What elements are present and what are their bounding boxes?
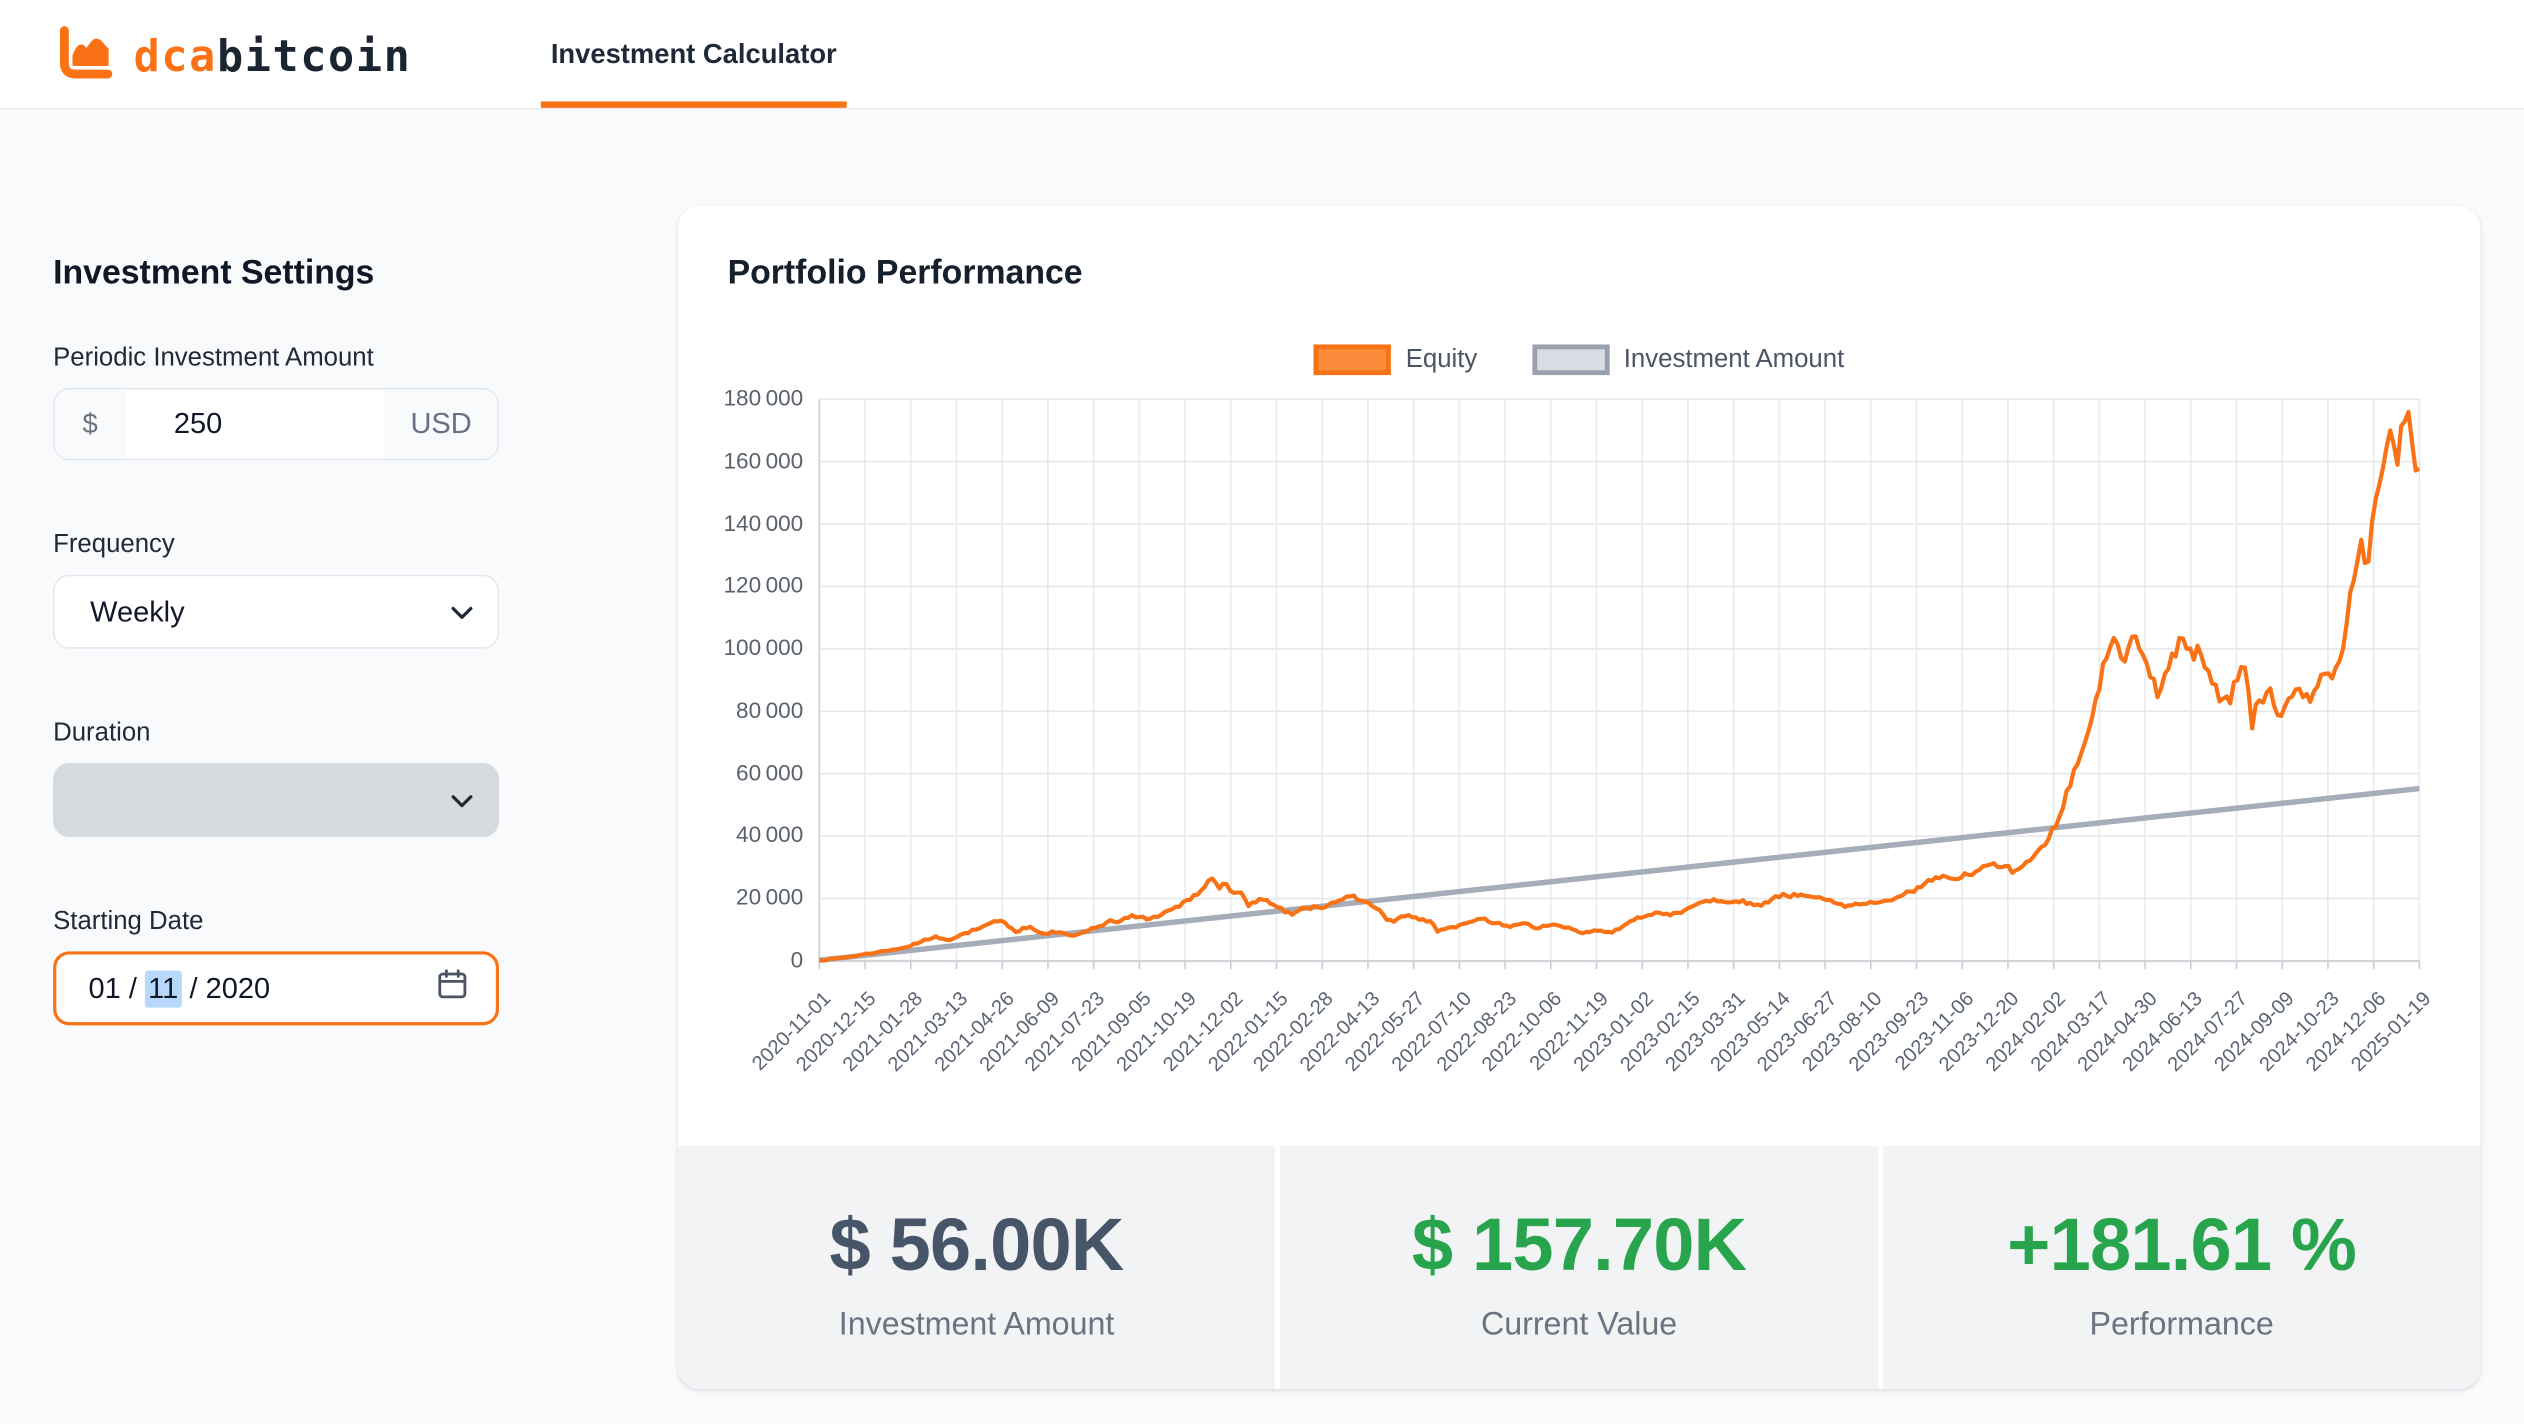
stats-row: $ 56.00K Investment Amount $ 157.70K Cur…	[677, 1146, 2481, 1390]
legend-item-equity[interactable]: Equity	[1313, 344, 1478, 376]
y-tick-label: 180 000	[723, 384, 804, 411]
y-tick-label: 40 000	[736, 821, 804, 848]
stat-investment-amount: $ 56.00K Investment Amount	[677, 1146, 1276, 1390]
amount-label: Periodic Investment Amount	[53, 344, 374, 372]
chart-legend: Equity Investment Amount	[678, 344, 2481, 376]
stat-value: $ 157.70K	[1411, 1202, 1747, 1287]
date-separator: /	[128, 971, 137, 1004]
investment-swatch-icon	[1532, 344, 1610, 376]
active-tab-underline	[540, 101, 847, 108]
stat-performance: +181.61 % Performance	[1882, 1146, 2481, 1390]
header: dcabitcoin Investment Calculator	[0, 0, 2524, 110]
currency-suffix: USD	[410, 407, 472, 440]
stat-label: Current Value	[1480, 1307, 1678, 1343]
frequency-field: Frequency Weekly	[53, 531, 500, 649]
starting-date-field: Starting Date 01 / 11 / 2020	[53, 907, 500, 1026]
legend-item-investment[interactable]: Investment Amount	[1532, 344, 1845, 376]
date-day-segment-selected[interactable]: 11	[144, 969, 182, 1007]
frequency-value: Weekly	[90, 594, 185, 627]
date-month-segment[interactable]: 01	[88, 971, 121, 1004]
investment-settings-panel: Investment Settings Periodic Investment …	[53, 254, 500, 1096]
frequency-label: Frequency	[53, 531, 175, 559]
logo-text-dca: dca	[133, 32, 217, 83]
stat-value: +181.61 %	[2007, 1202, 2357, 1287]
duration-select[interactable]	[53, 762, 500, 838]
duration-label: Duration	[53, 719, 151, 747]
chart-area-logo-icon	[53, 21, 117, 93]
amount-input-group: $ USD	[53, 387, 500, 461]
chevron-down-icon	[451, 783, 474, 817]
duration-field: Duration	[53, 719, 500, 838]
amount-field: Periodic Investment Amount $ USD	[53, 344, 500, 461]
tab-investment-calculator[interactable]: Investment Calculator	[550, 38, 837, 70]
stat-value: $ 56.00K	[829, 1202, 1124, 1287]
y-tick-label: 0	[790, 946, 804, 973]
y-tick-label: 80 000	[736, 696, 804, 723]
equity-swatch-icon	[1313, 344, 1392, 376]
starting-date-label: Starting Date	[53, 907, 204, 936]
calendar-icon[interactable]	[435, 967, 470, 1010]
date-year-segment[interactable]: 2020	[205, 971, 271, 1004]
logo-wordmark: dcabitcoin	[134, 32, 412, 82]
y-tick-label: 100 000	[723, 634, 804, 661]
starting-date-input[interactable]: 01 / 11 / 2020	[53, 951, 500, 1026]
y-tick-label: 160 000	[723, 447, 804, 473]
portfolio-chart-svg[interactable]	[818, 398, 2421, 970]
stat-label: Investment Amount	[838, 1307, 1115, 1343]
settings-title: Investment Settings	[53, 254, 375, 292]
date-separator: /	[189, 971, 198, 1004]
y-tick-label: 120 000	[723, 571, 804, 598]
y-tick-label: 20 000	[736, 884, 804, 910]
portfolio-performance-card: Portfolio Performance Equity Investment …	[677, 206, 2481, 1390]
amount-input[interactable]	[125, 389, 385, 459]
legend-label-investment: Investment Amount	[1623, 345, 1845, 373]
stat-label: Performance	[2089, 1307, 2274, 1343]
chart-title: Portfolio Performance	[727, 254, 1083, 292]
legend-label-equity: Equity	[1405, 345, 1478, 373]
y-tick-label: 60 000	[736, 759, 804, 785]
frequency-select[interactable]: Weekly	[53, 574, 500, 649]
stat-current-value: $ 157.70K Current Value	[1280, 1146, 1878, 1390]
logo[interactable]: dcabitcoin	[53, 21, 411, 93]
y-tick-label: 140 000	[723, 509, 804, 536]
logo-text-bitcoin: bitcoin	[216, 32, 412, 83]
chevron-down-icon	[451, 595, 474, 629]
currency-prefix: $	[82, 408, 98, 439]
